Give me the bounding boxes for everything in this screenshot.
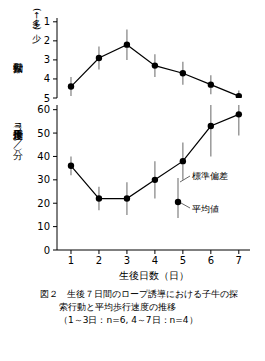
- y-tick-label: 20: [37, 198, 50, 209]
- y-tick: [53, 21, 57, 22]
- figure: 1 2 3 4 5 探索行動 (多←→少) 0 10 20 30 40 50 60 1 2 3 4 5 6 7 平均歩行速…: [0, 0, 265, 361]
- data-point: [96, 55, 102, 61]
- x-tick: [98, 250, 99, 254]
- caption-title: 図２ 生後７日間のロープ誘導における子牛の探索行動と平均歩行速度の推移: [40, 289, 238, 312]
- legend-label: 標準偏差: [192, 171, 228, 181]
- plot-area: [68, 29, 242, 98]
- data-point: [208, 123, 214, 129]
- data-point: [96, 195, 102, 201]
- chart-0: 1 2 3 4 5 探索行動 (多←→少): [13, 8, 243, 104]
- y-tick-label: 10: [37, 221, 50, 232]
- caption-line: 索行動と平均歩行速度の推移: [59, 302, 176, 312]
- y-tick-label: 1: [44, 16, 50, 27]
- x-tick: [182, 250, 183, 254]
- y-tick-label: 5: [44, 93, 50, 104]
- y-tick: [53, 59, 57, 60]
- x-tick-label: 3: [124, 255, 130, 266]
- y-tick: [53, 40, 57, 41]
- data-point: [180, 70, 186, 76]
- x-tick: [154, 250, 155, 254]
- y-tick: [53, 109, 57, 110]
- y-tick: [53, 226, 57, 227]
- x-tick: [126, 250, 127, 254]
- x-tick-label: 1: [68, 255, 74, 266]
- y-tick: [53, 98, 57, 99]
- y-tick: [53, 78, 57, 79]
- leader-line: [180, 176, 190, 182]
- y-tick: [53, 156, 57, 157]
- annotation: (多←→少): [32, 8, 42, 44]
- leader-line: [181, 203, 190, 208]
- y-tick-label: 40: [37, 151, 50, 162]
- y-axis: [57, 105, 58, 250]
- x-tick-label: 5: [180, 255, 186, 266]
- plot-area: [68, 105, 242, 215]
- data-point: [208, 81, 214, 87]
- data-point: [236, 93, 242, 98]
- y-tick-label: 2: [44, 35, 50, 46]
- legend-label: 平均値: [192, 204, 219, 214]
- data-point: [152, 177, 158, 183]
- error-bar: [238, 105, 239, 135]
- data-point: [152, 62, 158, 68]
- x-tick: [70, 250, 71, 254]
- x-tick-label: 7: [236, 255, 242, 266]
- data-point: [124, 41, 130, 47]
- x-axis-label: 生後日数（日）: [119, 270, 189, 281]
- y-axis: [57, 18, 58, 98]
- legend-error-bar: [177, 178, 178, 218]
- y-tick: [53, 133, 57, 134]
- data-point: [236, 111, 242, 117]
- y-axis-label: 探索行動: [13, 63, 23, 74]
- x-tick-label: 4: [152, 255, 158, 266]
- y-tick-label: 60: [37, 104, 50, 115]
- y-tick-label: 0: [44, 245, 50, 256]
- caption-line: 図２ 生後７日間のロープ誘導における子牛の探: [40, 289, 238, 299]
- x-tick: [238, 250, 239, 254]
- data-point: [68, 163, 74, 169]
- y-tick: [53, 179, 57, 180]
- series-line: [71, 114, 239, 198]
- y-tick: [53, 250, 57, 251]
- chart-1: 0 10 20 30 40 50 60 1 2 3 4 5 6 7 平均歩行速度（m／分） 生後日数（日） 標準…: [13, 93, 251, 325]
- data-point: [124, 195, 130, 201]
- data-point: [180, 158, 186, 164]
- y-tick-label: 50: [37, 128, 50, 139]
- x-axis: [57, 250, 250, 251]
- x-tick: [210, 250, 211, 254]
- legend-marker: [175, 199, 181, 205]
- error-bar: [210, 105, 211, 156]
- series-line: [71, 45, 239, 96]
- y-tick-label: 4: [44, 73, 50, 84]
- y-tick: [53, 203, 57, 204]
- data-point: [68, 83, 74, 89]
- x-tick-label: 2: [96, 255, 102, 266]
- y-tick-label: 30: [37, 174, 50, 185]
- x-tick-label: 6: [208, 255, 214, 266]
- caption-subtitle: （1～3日：n=6, 4～7日：n=4）: [59, 315, 198, 325]
- y-tick-label: 3: [44, 54, 50, 65]
- y-axis-label: 平均歩行速度（m／分）: [13, 122, 24, 161]
